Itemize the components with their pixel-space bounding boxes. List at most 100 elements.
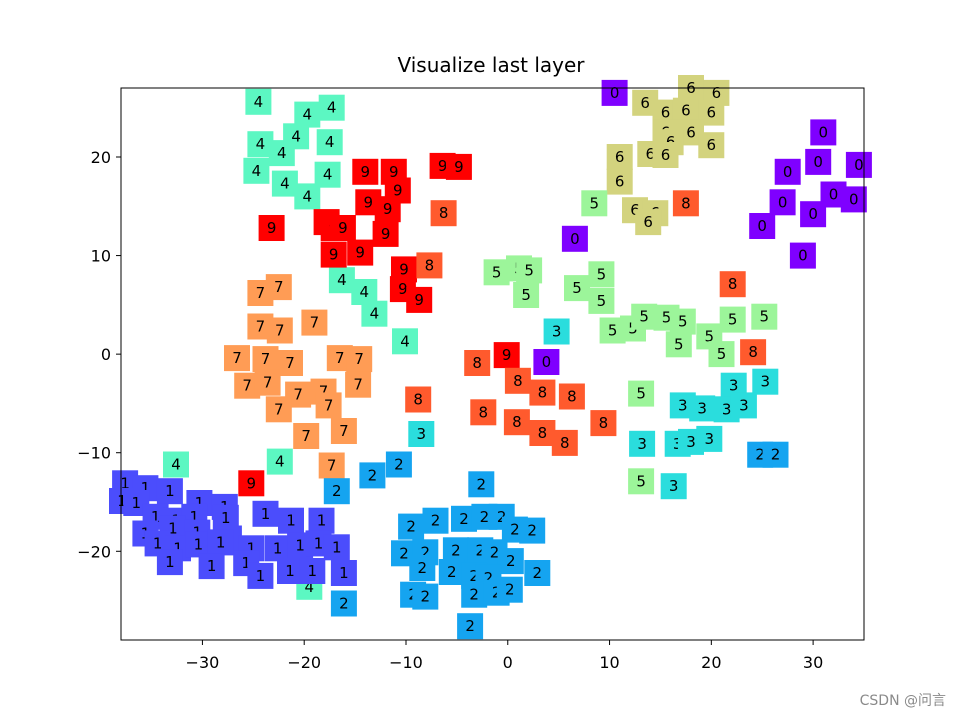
data-point-5: 5 <box>588 261 615 288</box>
point-label: 1 <box>339 564 349 582</box>
point-label: 7 <box>339 422 349 440</box>
data-point-2: 2 <box>497 548 524 575</box>
point-marker <box>696 425 723 452</box>
point-marker <box>708 341 735 368</box>
data-point-4: 4 <box>392 328 418 355</box>
point-marker <box>278 507 304 534</box>
point-label: 2 <box>510 521 520 539</box>
point-marker <box>564 275 590 302</box>
point-marker <box>254 369 281 396</box>
data-point-8: 8 <box>430 200 457 227</box>
point-label: 2 <box>505 581 515 599</box>
point-label: 3 <box>637 435 647 453</box>
point-label: 5 <box>636 385 646 403</box>
data-point-0: 0 <box>800 201 827 228</box>
data-point-4: 4 <box>163 451 189 478</box>
point-marker <box>385 451 412 478</box>
data-point-5: 5 <box>483 259 510 286</box>
point-label: 8 <box>425 256 435 274</box>
point-label: 9 <box>398 280 408 298</box>
data-point-1: 1 <box>207 529 234 556</box>
point-label: 5 <box>674 335 684 353</box>
data-point-1: 1 <box>252 500 279 527</box>
point-marker <box>323 478 350 505</box>
point-label: 0 <box>854 156 864 174</box>
point-label: 1 <box>190 508 200 526</box>
data-point-9: 9 <box>445 153 472 180</box>
data-point-5: 5 <box>628 380 655 407</box>
point-marker <box>330 560 357 586</box>
point-label: 7 <box>261 350 271 368</box>
point-label: 9 <box>502 346 512 364</box>
point-label: 4 <box>275 453 285 471</box>
point-label: 7 <box>293 386 303 404</box>
point-marker <box>258 215 285 241</box>
data-point-6: 6 <box>698 132 725 159</box>
point-label: 6 <box>643 213 653 231</box>
point-label: 5 <box>608 322 618 340</box>
point-label: 7 <box>327 457 337 475</box>
point-marker <box>749 213 776 239</box>
data-point-2: 2 <box>461 581 488 608</box>
data-point-4: 4 <box>318 94 345 121</box>
point-marker <box>314 161 341 188</box>
data-point-1: 1 <box>198 553 225 580</box>
point-label: 3 <box>697 399 707 417</box>
point-label: 5 <box>590 194 600 212</box>
point-label: 6 <box>707 104 717 122</box>
point-label: 8 <box>512 413 522 431</box>
data-point-0: 0 <box>845 151 872 178</box>
point-marker <box>409 555 436 581</box>
y-tick-label: 20 <box>91 148 111 167</box>
point-label: 8 <box>681 194 691 212</box>
point-marker <box>504 367 531 394</box>
data-point-0: 0 <box>533 349 560 375</box>
point-label: 2 <box>477 475 487 493</box>
point-marker <box>483 259 510 286</box>
point-marker <box>533 349 560 375</box>
data-point-8: 8 <box>405 386 432 413</box>
point-marker <box>264 535 291 562</box>
point-label: 2 <box>533 564 543 582</box>
point-label: 0 <box>570 230 580 248</box>
point-label: 7 <box>310 314 320 332</box>
point-marker <box>320 241 347 268</box>
data-point-5: 5 <box>516 257 543 284</box>
point-marker <box>405 386 432 413</box>
point-marker <box>601 79 628 106</box>
point-label: 9 <box>381 225 391 243</box>
data-point-4: 4 <box>361 300 388 327</box>
point-label: 5 <box>597 292 607 310</box>
point-label: 2 <box>418 559 428 577</box>
point-label: 1 <box>117 492 127 510</box>
point-marker <box>268 140 295 167</box>
point-label: 2 <box>497 508 507 526</box>
point-marker <box>689 395 716 422</box>
point-label: 1 <box>286 512 296 530</box>
point-marker <box>271 170 298 197</box>
point-label: 4 <box>303 187 313 205</box>
data-point-3: 3 <box>660 473 687 500</box>
point-label: 2 <box>431 512 441 530</box>
point-label: 1 <box>314 534 324 552</box>
data-point-5: 5 <box>628 468 655 495</box>
x-tick-label: 20 <box>701 653 721 672</box>
data-point-1: 1 <box>323 534 350 561</box>
data-point-8: 8 <box>416 252 443 279</box>
data-point-3: 3 <box>752 368 779 395</box>
point-label: 5 <box>678 313 688 331</box>
point-label: 3 <box>552 323 562 341</box>
x-tick-label: −30 <box>186 653 220 672</box>
point-marker <box>301 309 328 336</box>
data-point-5: 5 <box>564 275 590 302</box>
point-label: 2 <box>484 569 494 587</box>
data-point-0: 0 <box>769 189 796 216</box>
point-label: 3 <box>678 396 688 414</box>
data-point-7: 7 <box>266 317 293 344</box>
point-label: 7 <box>263 374 273 392</box>
point-label: 7 <box>274 278 284 296</box>
point-label: 9 <box>247 474 257 492</box>
point-label: 9 <box>438 157 448 175</box>
data-point-2: 2 <box>323 478 350 505</box>
data-point-9: 9 <box>258 215 285 241</box>
